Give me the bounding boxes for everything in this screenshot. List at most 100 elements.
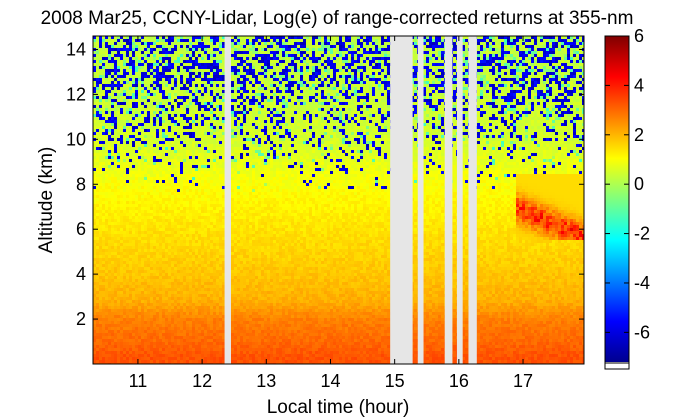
heatmap-cell	[465, 42, 468, 45]
heatmap-cell	[198, 81, 201, 84]
heatmap-cell	[441, 75, 444, 78]
heatmap-cell	[480, 105, 483, 108]
heatmap-cell	[162, 60, 165, 63]
heatmap-cell	[339, 36, 342, 39]
heatmap-cell	[321, 57, 324, 60]
heatmap-cell	[153, 102, 156, 105]
heatmap-cell	[261, 63, 264, 66]
heatmap-cell	[342, 114, 345, 117]
heatmap-cell	[171, 114, 174, 117]
heatmap-cell	[318, 81, 321, 84]
heatmap-cell	[510, 87, 513, 90]
heatmap-cell	[378, 36, 381, 39]
heatmap-cell	[315, 90, 318, 93]
heatmap-cell	[426, 117, 429, 120]
heatmap-cell	[105, 84, 108, 87]
heatmap-cell	[561, 57, 564, 60]
heatmap-cell	[258, 63, 261, 66]
heatmap-cell	[498, 39, 501, 42]
heatmap-cell	[543, 96, 546, 99]
heatmap-cell	[504, 114, 507, 117]
heatmap-cell	[105, 78, 108, 81]
heatmap-cell	[234, 45, 237, 48]
heatmap-cell	[375, 60, 378, 63]
heatmap-cell	[501, 78, 504, 81]
heatmap-cell	[237, 105, 240, 108]
heatmap-cell	[210, 48, 213, 51]
heatmap-cell	[237, 123, 240, 126]
heatmap-cell	[93, 81, 96, 84]
heatmap-cell	[105, 54, 108, 57]
heatmap-cell	[255, 42, 258, 45]
heatmap-cell	[123, 102, 126, 105]
heatmap-cell	[477, 39, 480, 42]
heatmap-cell	[108, 66, 111, 69]
heatmap-cell	[291, 120, 294, 123]
heatmap-cell	[276, 57, 279, 60]
heatmap-cell	[570, 54, 573, 57]
heatmap-cell	[183, 72, 186, 75]
heatmap-cell	[150, 126, 153, 129]
heatmap-cell	[111, 48, 114, 51]
heatmap-cell	[516, 90, 519, 93]
heatmap-cell	[273, 78, 276, 81]
heatmap-cell	[165, 72, 168, 75]
heatmap-cell	[435, 48, 438, 51]
heatmap-cell	[105, 81, 108, 84]
heatmap-cell	[324, 123, 327, 126]
heatmap-cell	[375, 78, 378, 81]
heatmap-cell	[129, 93, 132, 96]
heatmap-cell	[582, 42, 584, 45]
heatmap-cell	[462, 60, 465, 63]
heatmap-cell	[108, 108, 111, 111]
heatmap-cell	[525, 111, 528, 114]
heatmap-cell	[378, 111, 381, 114]
heatmap-cell	[381, 66, 384, 69]
heatmap-cell	[378, 45, 381, 48]
heatmap-cell	[381, 45, 384, 48]
heatmap-cell	[129, 120, 132, 123]
heatmap-cell	[240, 57, 243, 60]
heatmap-cell	[105, 90, 108, 93]
heatmap-cell	[240, 114, 243, 117]
heatmap-cell	[294, 60, 297, 63]
heatmap-cell	[543, 69, 546, 72]
heatmap-cell	[171, 66, 174, 69]
heatmap-cell	[93, 126, 96, 129]
heatmap-cell	[243, 102, 246, 105]
heatmap-cell	[120, 42, 123, 45]
heatmap-cell	[297, 81, 300, 84]
heatmap-cell	[291, 93, 294, 96]
heatmap-cell	[201, 111, 204, 114]
heatmap-cell	[159, 48, 162, 51]
heatmap-cell	[477, 66, 480, 69]
heatmap-cell	[165, 42, 168, 45]
heatmap-cell	[210, 126, 213, 129]
heatmap-cell	[453, 66, 456, 69]
heatmap-cell	[168, 72, 171, 75]
heatmap-cell	[138, 60, 141, 63]
heatmap-cell	[264, 126, 267, 129]
heatmap-cell	[543, 48, 546, 51]
heatmap-cell	[222, 99, 225, 102]
heatmap-cell	[294, 117, 297, 120]
heatmap-cell	[267, 78, 270, 81]
heatmap-cell	[336, 45, 339, 48]
heatmap-cell	[279, 105, 282, 108]
heatmap-cell	[303, 105, 306, 108]
heatmap-cell	[93, 69, 96, 72]
heatmap-cell	[288, 90, 291, 93]
heatmap-cell	[435, 105, 438, 108]
heatmap-cell	[264, 45, 267, 48]
heatmap-cell	[249, 57, 252, 60]
heatmap-cell	[453, 105, 456, 108]
heatmap-cell	[297, 111, 300, 114]
heatmap-cell	[483, 87, 486, 90]
heatmap-cell	[210, 87, 213, 90]
heatmap-cell	[135, 66, 138, 69]
heatmap-cell	[162, 93, 165, 96]
heatmap-cell	[210, 108, 213, 111]
heatmap-cell	[483, 60, 486, 63]
heatmap-cell	[339, 99, 342, 102]
heatmap-cell	[204, 75, 207, 78]
